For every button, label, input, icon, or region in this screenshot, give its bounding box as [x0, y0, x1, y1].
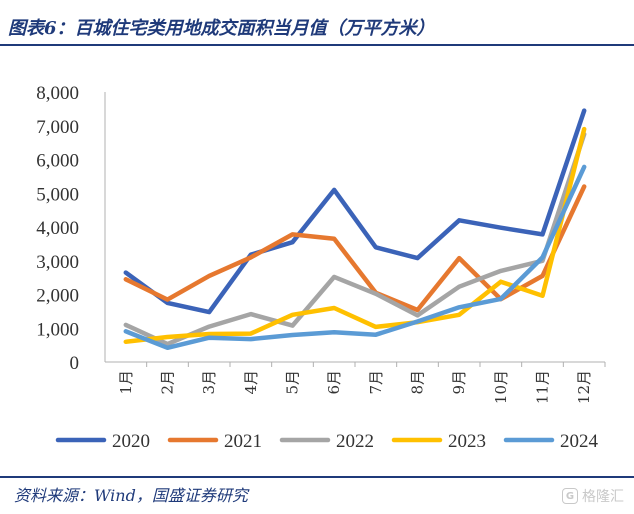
legend-label-2023: 2023: [448, 431, 486, 452]
legend-label-2024: 2024: [560, 431, 599, 452]
x-axis-ticks: 1月 2月 3月 4月 5月 6月 7月 8月 9月 10月 11月 12月: [117, 362, 606, 404]
gelonghui-logo-icon: G: [562, 488, 578, 504]
line-chart: 0 1,000 2,000 3,000 4,000 5,000 6,000 7,000 8,00…: [36, 83, 606, 452]
watermark: G 格隆汇: [562, 486, 624, 506]
x-tick-label: 3月: [200, 370, 218, 395]
y-tick-label: 8,000: [36, 83, 79, 104]
series-line-2022: [123, 131, 587, 347]
source-note: 资料来源：Wind，国盛证券研究: [14, 486, 248, 505]
watermark-text: 格隆汇: [582, 489, 624, 505]
x-tick-label: 10月: [492, 370, 510, 404]
x-tick-label: 8月: [409, 370, 427, 395]
y-tick-label: 4,000: [36, 218, 79, 239]
x-tick-label: 11月: [534, 370, 552, 404]
x-tick-label: 2月: [159, 370, 177, 395]
x-tick-label: 6月: [325, 370, 343, 395]
y-tick-label: 1,000: [36, 319, 79, 340]
series-line-2021: [123, 184, 587, 313]
footer-divider: [0, 476, 634, 478]
x-tick-label: 12月: [575, 370, 593, 404]
y-tick-label: 6,000: [36, 151, 79, 172]
x-tick-label: 7月: [367, 370, 385, 395]
x-tick-label: 4月: [242, 370, 260, 395]
x-tick-label: 1月: [117, 370, 135, 395]
y-tick-label: 2,000: [36, 286, 79, 307]
title-divider: [0, 44, 634, 46]
y-tick-label: 5,000: [36, 184, 79, 205]
y-tick-label: 3,000: [36, 252, 79, 273]
y-tick-label: 0: [70, 353, 80, 374]
x-tick-label: 9月: [450, 370, 468, 395]
chart-legend: 2020 2021 2022 2023 2024: [55, 431, 599, 452]
legend-label-2020: 2020: [112, 431, 150, 452]
legend-label-2021: 2021: [224, 431, 262, 452]
chart-axes: [104, 92, 605, 363]
y-axis-ticks: 0 1,000 2,000 3,000 4,000 5,000 6,000 7,000 8,00…: [36, 83, 79, 374]
legend-label-2022: 2022: [336, 431, 374, 452]
figure-title: 图表6：百城住宅类用地成交面积当月值（万平方米）: [8, 18, 435, 39]
series-line-2023: [123, 126, 587, 345]
series-lines: [123, 108, 587, 351]
y-tick-label: 7,000: [36, 117, 79, 138]
series-line-2020: [123, 108, 587, 315]
series-line-2024: [123, 164, 587, 351]
x-tick-label: 5月: [284, 370, 302, 395]
